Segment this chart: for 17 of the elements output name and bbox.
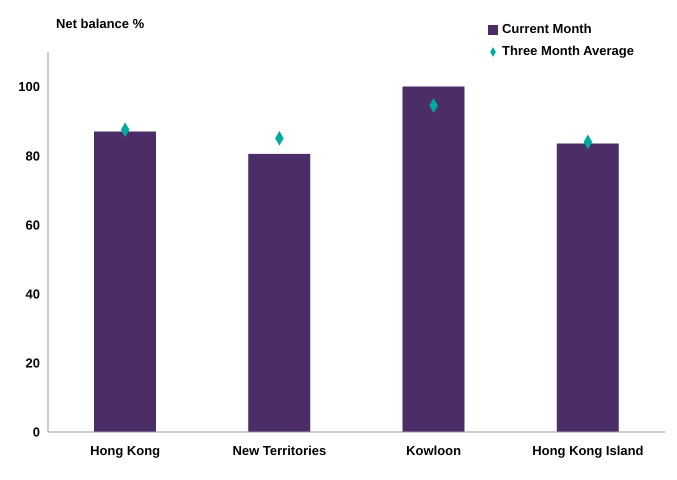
x-tick-label: Kowloon [406,443,462,458]
y-tick-label: 20 [26,356,40,371]
legend-label: Three Month Average [502,43,634,58]
y-tick-label: 100 [18,79,40,94]
bar [556,144,619,432]
x-tick-label: New Territories [232,443,326,458]
y-axis-title: Net balance % [56,16,144,31]
x-tick-label: Hong Kong [90,443,160,458]
y-tick-label: 40 [26,286,40,302]
bar [94,131,156,432]
legend-label: Current Month [502,21,592,36]
y-tick-label: 0 [32,424,40,440]
bar [402,86,464,432]
x-tick-label: Hong Kong Island [532,443,644,458]
y-tick-label: 60 [26,217,40,232]
y-tick-label: 80 [26,148,40,164]
bar [248,154,310,432]
